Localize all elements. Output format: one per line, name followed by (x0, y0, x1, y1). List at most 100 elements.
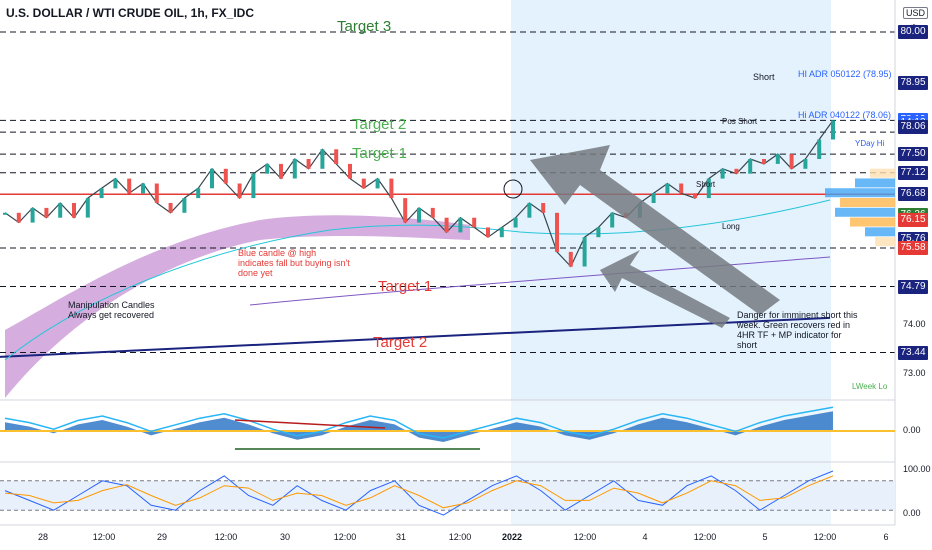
candle-18 (251, 173, 256, 199)
candle-36 (499, 227, 504, 238)
candle-3 (44, 207, 49, 218)
price-tick-15: 73.00 (903, 368, 926, 378)
candle-54 (748, 159, 753, 174)
candle-21 (292, 159, 297, 179)
x-tick-1: 12:00 (92, 532, 116, 542)
x-tick-13: 12:00 (813, 532, 837, 542)
candle-43 (596, 227, 601, 238)
candle-52 (720, 168, 725, 179)
candle-8 (113, 178, 118, 189)
candle-2 (30, 207, 35, 223)
candle-4 (58, 203, 63, 218)
short-label-mid: Short (696, 180, 716, 189)
arrow-up-left (530, 145, 780, 315)
candle-55 (762, 159, 766, 164)
stoch-k (4, 470, 834, 516)
candle-0 (3, 212, 7, 215)
yday-hi-label: YDay Hi (855, 139, 885, 148)
candle-10 (141, 183, 145, 194)
pane-axis-tick-1: 100.00 (903, 464, 931, 474)
candle-16 (223, 168, 228, 184)
price-tick-12: 74.79 (898, 279, 928, 294)
oscillator-area (5, 411, 833, 442)
price-tick-5: 77.50 (898, 147, 928, 162)
candle-53 (734, 168, 739, 174)
x-tick-0: 28 (37, 532, 49, 542)
candle-26 (361, 178, 366, 189)
candle-34 (472, 217, 477, 228)
target-1-red-label: Target 1 (378, 278, 433, 295)
candle-5 (72, 203, 76, 218)
price-tick-7: 76.68 (898, 187, 928, 202)
lweek-lo-label: LWeek Lo (852, 382, 888, 391)
candle-13 (182, 198, 187, 213)
candle-19 (265, 163, 270, 174)
pane-axis-tick-2: 0.00 (903, 508, 921, 518)
x-tick-12: 5 (762, 532, 768, 542)
candle-33 (458, 217, 463, 233)
x-tick-5: 12:00 (333, 532, 357, 542)
hi-adr-040122-label: Hi ADR 040122 (78.06) (798, 110, 892, 120)
volume-profile-bar-2 (840, 198, 895, 207)
x-tick-8: 2022 (501, 532, 523, 542)
candle-15 (210, 168, 214, 189)
candle-42 (582, 237, 587, 267)
candle-28 (389, 178, 394, 199)
oscillator-divergence-high (234, 419, 386, 429)
ma-slow (249, 256, 831, 306)
pane-axis-tick-0: 0.00 (903, 425, 921, 435)
x-tick-14: 6 (883, 532, 889, 542)
candle-35 (486, 227, 490, 238)
price-tick-14: 73.44 (898, 345, 928, 360)
hi-adr-050122-label: HI ADR 050122 (78.95) (798, 69, 892, 79)
oscillator-line (4, 406, 834, 439)
candle-12 (168, 203, 173, 213)
candle-11 (154, 183, 159, 203)
candle-57 (789, 154, 794, 169)
candle-44 (610, 212, 615, 228)
candle-40 (555, 212, 559, 252)
candle-48 (665, 183, 670, 194)
purple-band (5, 215, 470, 398)
candle-30 (417, 207, 421, 223)
candle-22 (306, 159, 311, 169)
candle-14 (196, 188, 201, 199)
candle-17 (237, 183, 242, 199)
candle-49 (679, 183, 684, 194)
long-label: Long (722, 222, 740, 231)
candle-51 (706, 178, 711, 199)
candle-60 (831, 120, 835, 140)
arrow-left (600, 250, 730, 328)
danger-annotation: Danger for imminent short this week. Gre… (737, 310, 858, 350)
volume-profile-bar-7 (870, 168, 895, 178)
candle-25 (348, 163, 352, 179)
candle-23 (320, 149, 325, 169)
highlight-circle (503, 179, 523, 199)
x-tick-11: 12:00 (693, 532, 717, 542)
currency-badge[interactable]: USD (903, 7, 929, 19)
short-label-top: Short (753, 72, 775, 82)
price-tick-11: 75.58 (898, 240, 928, 255)
x-tick-9: 12:00 (573, 532, 597, 542)
candle-47 (651, 193, 656, 203)
volume-profile-bar-3 (835, 207, 895, 217)
price-tick-4: 78.06 (898, 119, 928, 134)
candle-38 (527, 203, 532, 218)
candle-50 (693, 193, 697, 199)
candle-9 (127, 178, 132, 194)
target-2-red-label: Target 2 (373, 334, 428, 351)
trend-line (0, 316, 831, 358)
candle-41 (568, 251, 573, 267)
price-tick-0: 80.00 (898, 25, 928, 39)
candle-32 (444, 217, 449, 233)
candle-58 (803, 159, 808, 169)
volume-profile-bar-1 (825, 188, 895, 198)
candle-20 (279, 163, 283, 179)
target-2-green-label: Target 2 (352, 116, 407, 133)
candle-37 (513, 217, 518, 228)
x-tick-10: 4 (642, 532, 648, 542)
target-1-green-label: Target-1 (352, 145, 408, 162)
volume-profile-bar-5 (865, 227, 895, 237)
candle-56 (775, 154, 780, 164)
